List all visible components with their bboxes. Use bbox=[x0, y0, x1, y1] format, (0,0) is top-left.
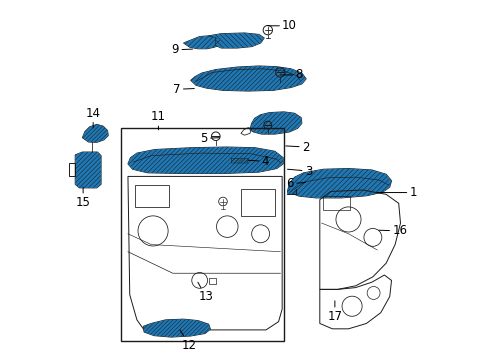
Polygon shape bbox=[249, 112, 301, 134]
Polygon shape bbox=[143, 319, 210, 337]
Text: 17: 17 bbox=[326, 301, 342, 323]
Polygon shape bbox=[128, 147, 283, 174]
Text: 10: 10 bbox=[267, 19, 296, 32]
Text: 7: 7 bbox=[173, 83, 194, 96]
Bar bbox=[323, 196, 349, 211]
Bar bbox=[121, 128, 284, 341]
Text: 3: 3 bbox=[287, 165, 311, 177]
Polygon shape bbox=[286, 189, 296, 194]
Polygon shape bbox=[75, 152, 101, 188]
Polygon shape bbox=[82, 125, 108, 142]
Text: 12: 12 bbox=[180, 330, 197, 351]
Polygon shape bbox=[231, 158, 247, 163]
Bar bbox=[208, 278, 215, 284]
Text: 9: 9 bbox=[171, 43, 192, 56]
Text: 15: 15 bbox=[76, 187, 90, 209]
Polygon shape bbox=[287, 168, 391, 198]
Text: 11: 11 bbox=[151, 110, 165, 130]
Text: 8: 8 bbox=[280, 68, 302, 81]
Bar bbox=[241, 189, 274, 216]
Text: 5: 5 bbox=[200, 132, 219, 145]
Text: 4: 4 bbox=[247, 155, 269, 168]
Text: 14: 14 bbox=[85, 107, 101, 128]
Text: 1: 1 bbox=[376, 186, 416, 199]
Polygon shape bbox=[190, 66, 305, 91]
Text: 2: 2 bbox=[285, 140, 309, 153]
Text: 13: 13 bbox=[198, 282, 213, 303]
Text: 6: 6 bbox=[286, 177, 305, 190]
Bar bbox=[135, 185, 169, 207]
Polygon shape bbox=[183, 36, 221, 49]
Polygon shape bbox=[208, 33, 264, 48]
Text: 16: 16 bbox=[378, 224, 407, 238]
